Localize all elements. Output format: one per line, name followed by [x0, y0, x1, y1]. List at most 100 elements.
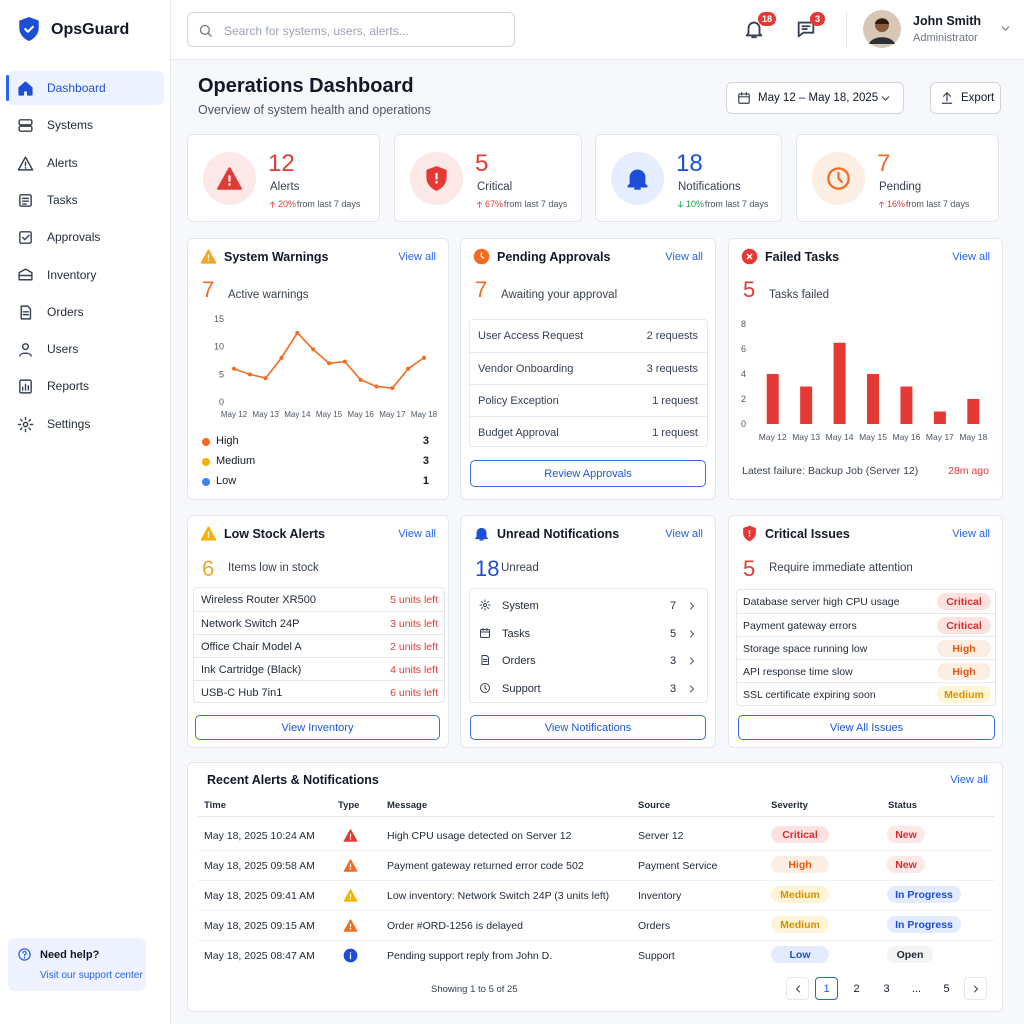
view-all-link[interactable]: View all: [665, 528, 703, 540]
icon-shape: [19, 231, 32, 245]
icon-shape: [217, 167, 242, 190]
search-box[interactable]: Search for systems, users, alerts...: [187, 12, 515, 47]
help-icon: [17, 947, 32, 962]
notification-count: 7: [670, 600, 677, 612]
stock-row: Ink Cartridge (Black) 4 units left: [194, 657, 444, 680]
x-tick-label: May 14: [826, 432, 854, 442]
user-menu[interactable]: John Smith Administrator: [863, 10, 1013, 50]
icon-shape: [801, 25, 811, 30]
next-page[interactable]: [964, 977, 987, 1000]
date-range-picker[interactable]: May 12 – May 18, 2025: [726, 82, 904, 114]
sidebar: OpsGuard Dashboard Systems Alerts Tasks Appro…: [0, 0, 171, 1024]
approval-list: User Access Request 2 requests Vendor Onbo…: [469, 319, 708, 447]
issue-name: SSL certificate expiring soon: [743, 689, 876, 701]
review-approvals-button[interactable]: Review Approvals: [470, 460, 706, 487]
status-badge: In Progress: [887, 886, 961, 903]
icon-shape: [18, 948, 31, 961]
view-all-link[interactable]: View all: [665, 251, 703, 263]
icon-shape: [21, 343, 30, 351]
icon-shape: [21, 234, 30, 241]
nav-item[interactable]: Alerts: [7, 146, 164, 180]
nav-icon: [17, 267, 34, 284]
icon-shape: [627, 169, 648, 190]
column-header: Type: [338, 800, 360, 811]
nav-item[interactable]: Reports: [7, 369, 164, 403]
trend-arrow: [676, 200, 685, 209]
icon-shape: [483, 659, 488, 662]
page-subtitle: Overview of system health and operations: [198, 103, 431, 117]
notification-row[interactable]: Support 3: [470, 675, 707, 702]
help-link[interactable]: Visit our support center: [40, 970, 143, 981]
bell-icon: [743, 18, 765, 40]
page-button[interactable]: 1: [815, 977, 838, 1000]
column-header: Severity: [771, 800, 808, 811]
icon-shape: [343, 859, 358, 872]
point: [295, 330, 300, 335]
column-header: Source: [638, 800, 671, 811]
icon-shape: [18, 81, 33, 96]
page-button[interactable]: ...: [911, 982, 922, 995]
notification-row[interactable]: System 7: [470, 592, 707, 619]
notification-category: Support: [502, 682, 541, 695]
export-icon: [940, 91, 954, 105]
card-title: Pending Approvals: [497, 250, 611, 264]
icon-shape: [881, 96, 890, 101]
nav-item[interactable]: Systems: [7, 108, 164, 142]
legend-swatch: [202, 458, 210, 466]
nav-item[interactable]: Tasks: [7, 183, 164, 217]
nav-item[interactable]: Settings: [7, 407, 164, 441]
alert-time: May 18, 2025 09:58 AM: [204, 860, 315, 872]
notifications-button[interactable]: 18: [743, 12, 777, 42]
stat-change: 20%: [278, 199, 297, 209]
notification-row[interactable]: Tasks 5: [470, 620, 707, 647]
card-icon: [200, 248, 217, 265]
prev-page[interactable]: [786, 977, 809, 1000]
icon-shape: [18, 125, 33, 133]
page-button[interactable]: 2: [853, 982, 860, 995]
nav-item[interactable]: Inventory: [7, 258, 164, 292]
view-all-link[interactable]: View all: [952, 528, 990, 540]
nav-item[interactable]: Users: [7, 332, 164, 366]
issue-list: Database server high CPU usage Critical Pa…: [736, 589, 996, 706]
icon-shape: [19, 17, 39, 41]
icon-shape: [19, 352, 32, 357]
icon-shape: [476, 201, 483, 208]
messages-button[interactable]: 3: [795, 12, 826, 42]
nav-label: Approvals: [47, 230, 101, 245]
notification-count: 3: [670, 655, 677, 667]
brand-name: OpsGuard: [51, 21, 130, 38]
export-button[interactable]: Export: [930, 82, 1001, 114]
view-all-issues-button[interactable]: View All Issues: [738, 715, 995, 740]
view-inventory-button[interactable]: View Inventory: [195, 715, 440, 740]
x-tick-label: May 13: [253, 410, 280, 419]
issue-row: Payment gateway errors Critical: [737, 613, 995, 636]
stat-change: 16%: [887, 199, 906, 209]
icon-shape: [738, 92, 750, 98]
view-all-link[interactable]: View all: [950, 774, 988, 786]
nav-item[interactable]: Orders: [7, 295, 164, 329]
icon-shape: [690, 630, 694, 637]
severity-badge: Critical: [771, 826, 829, 843]
point: [422, 355, 426, 360]
view-notifications-button[interactable]: View Notifications: [470, 715, 706, 740]
card-lower: Critical Issues View all 5 Require immediat…: [728, 515, 1003, 748]
page-button[interactable]: 5: [943, 982, 950, 995]
view-all-link[interactable]: View all: [952, 251, 990, 263]
issue-row: SSL certificate expiring soon Medium: [737, 682, 995, 705]
nav-item[interactable]: Dashboard: [6, 71, 164, 105]
icon-shape: [19, 379, 32, 394]
icon-shape: [480, 682, 490, 693]
view-all-link[interactable]: View all: [398, 528, 436, 540]
icon-shape: [1001, 26, 1010, 31]
message-badge: 3: [810, 12, 826, 26]
table-row: May 18, 2025 09:58 AM Payment gateway ret…: [198, 851, 994, 881]
notification-row[interactable]: Orders 3: [470, 647, 707, 674]
search-icon: [198, 23, 213, 38]
icon-shape: [21, 384, 30, 392]
page-button[interactable]: 3: [883, 982, 890, 995]
icon-shape: [18, 119, 33, 126]
view-all-link[interactable]: View all: [398, 251, 436, 263]
nav-item[interactable]: Approvals: [7, 220, 164, 254]
point: [390, 386, 395, 391]
stat-icon: [216, 165, 243, 192]
